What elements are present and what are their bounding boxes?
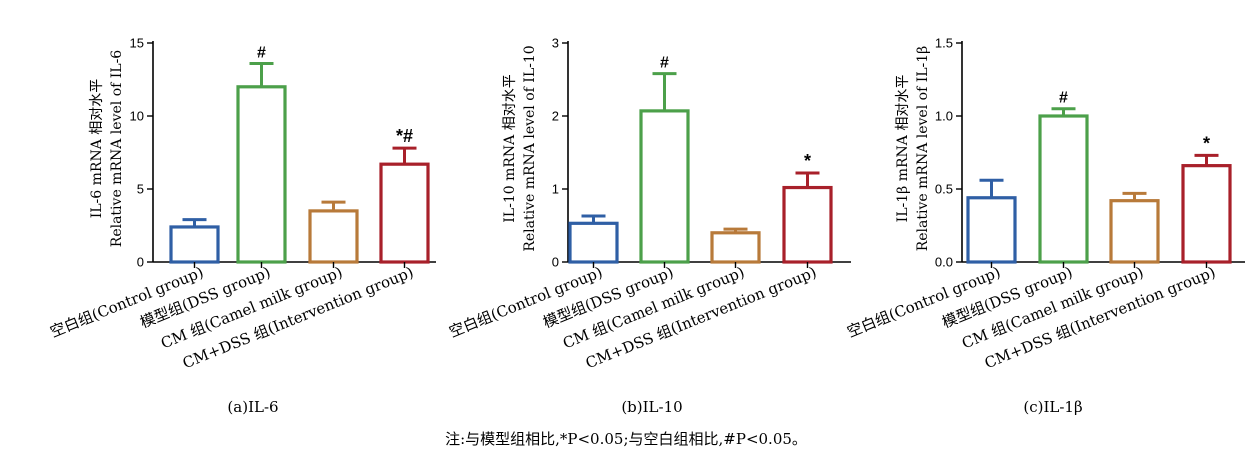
y-tick-label: 0 bbox=[137, 255, 144, 270]
significance-mark: * bbox=[1203, 133, 1210, 153]
bar bbox=[568, 221, 619, 264]
bar bbox=[169, 225, 220, 264]
bar bbox=[379, 162, 430, 264]
y-tick-label: 3 bbox=[552, 36, 559, 51]
significance-mark: *# bbox=[396, 126, 413, 146]
y-axis-label-en: Relative mRNA level of IL-10 bbox=[522, 45, 538, 251]
chart-panel-1: 0 5 10 15 IL-6 mRNA 相对水平 Relative mRNA level … bbox=[47, 36, 436, 416]
y-tick-label: 5 bbox=[137, 182, 144, 197]
footnote: 注:与模型组相比,*P<0.05;与空白组相比,#P<0.05。 bbox=[445, 430, 807, 448]
panel-caption: (a)IL-6 bbox=[227, 398, 278, 416]
y-tick-label: 15 bbox=[130, 36, 144, 51]
significance-mark: # bbox=[257, 44, 266, 61]
y-tick-label: 0.5 bbox=[935, 182, 953, 197]
y-tick-label: 0 bbox=[552, 255, 559, 270]
y-tick-label: 2 bbox=[552, 109, 559, 124]
bar bbox=[1181, 164, 1232, 264]
y-tick-label: 10 bbox=[130, 109, 144, 124]
significance-mark: * bbox=[804, 151, 811, 171]
y-axis-label-en: Relative mRNA level of IL-6 bbox=[109, 50, 125, 248]
y-tick-label: 0.0 bbox=[935, 255, 953, 270]
bar bbox=[639, 109, 690, 264]
bar bbox=[966, 196, 1017, 264]
y-tick-label: 1 bbox=[552, 182, 559, 197]
bar bbox=[1038, 114, 1089, 264]
bar bbox=[236, 85, 287, 264]
bar bbox=[782, 185, 833, 264]
bar bbox=[1109, 199, 1160, 264]
y-tick-label: 1.0 bbox=[935, 109, 953, 124]
y-tick-label: 1.5 bbox=[935, 36, 953, 51]
y-axis-label-en: Relative mRNA level of IL-1β bbox=[915, 46, 931, 252]
significance-mark: # bbox=[660, 55, 669, 72]
y-axis-label-cn: IL-6 mRNA 相对水平 bbox=[89, 79, 105, 219]
panel-caption: (b)IL-10 bbox=[621, 398, 682, 416]
y-axis-label-cn: IL-1β mRNA 相对水平 bbox=[895, 75, 911, 223]
significance-mark: # bbox=[1059, 90, 1068, 107]
chart-panel-3: 0.0 0.5 1.0 1.5 IL-1β mRNA 相对水平 Relative mRNA… bbox=[844, 36, 1245, 416]
panel-caption: (c)IL-1β bbox=[1023, 398, 1082, 416]
bar bbox=[308, 209, 359, 264]
bar bbox=[710, 231, 761, 264]
chart-panel-2: 0 1 2 3 IL-10 mRNA 相对水平 Relative mRNA level o… bbox=[446, 36, 851, 416]
y-axis-label-cn: IL-10 mRNA 相对水平 bbox=[502, 74, 518, 222]
